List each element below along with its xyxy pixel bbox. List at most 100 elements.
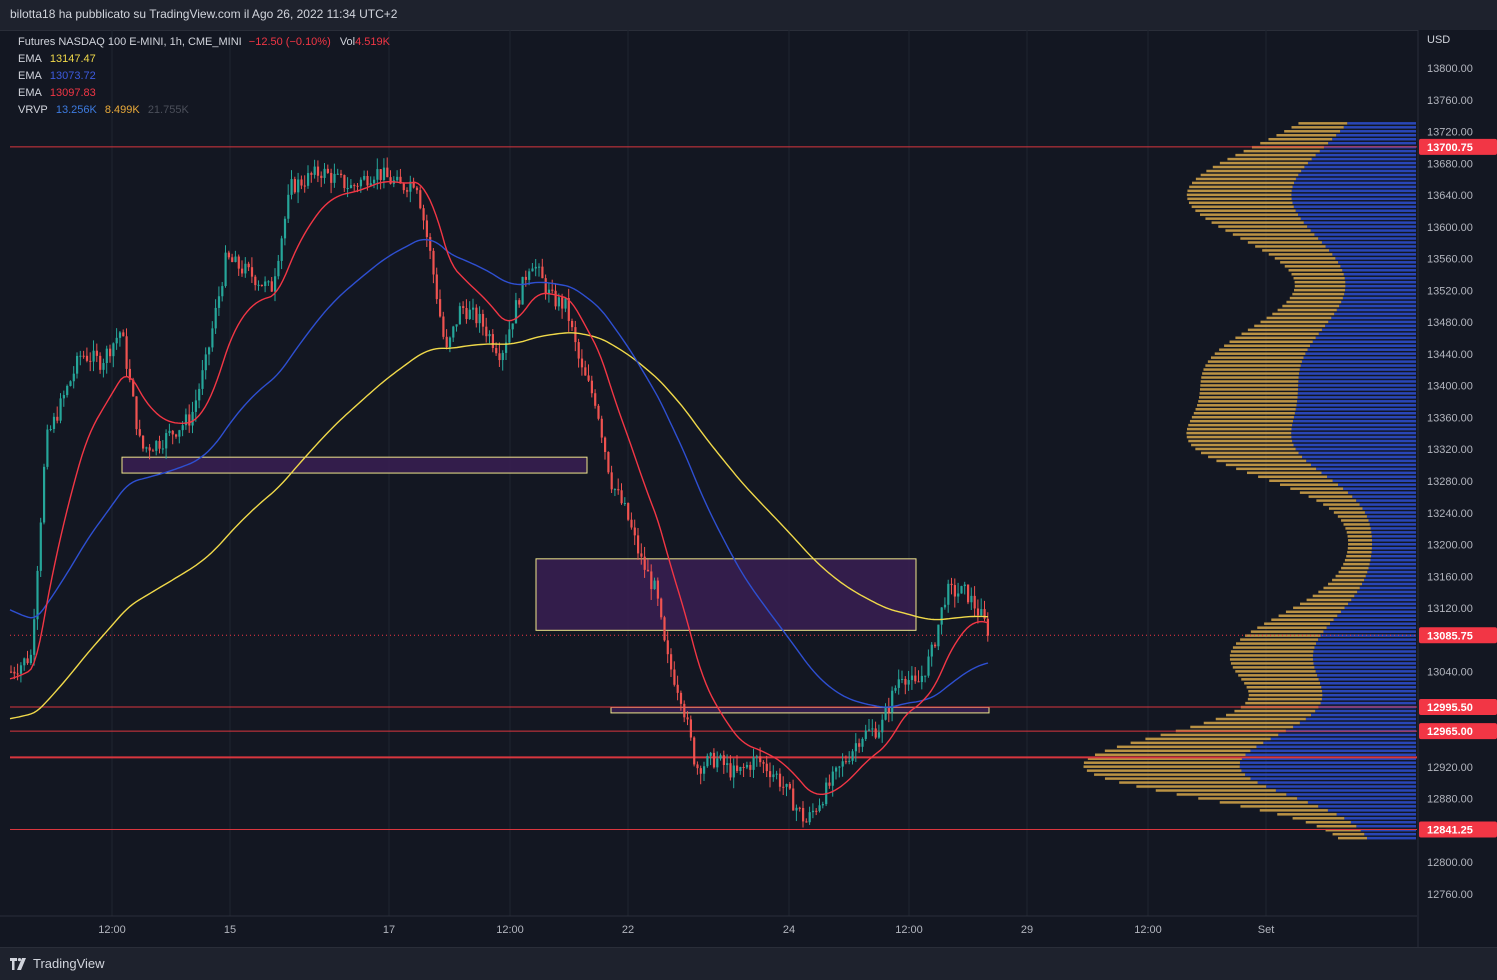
candle-body-down — [663, 617, 666, 641]
volume-profile-bar-up — [1343, 487, 1416, 490]
candle-body-down — [607, 452, 610, 473]
volume-profile-bar-up — [1314, 666, 1416, 669]
volume-profile-bar-down — [1218, 225, 1308, 228]
price-tick-label: 13240.00 — [1427, 508, 1473, 520]
candle-body-up — [168, 430, 171, 434]
candle-body-down — [412, 181, 415, 188]
time-tick-label: 17 — [383, 924, 395, 936]
volume-profile-bar-down — [1211, 221, 1304, 224]
volume-profile-bar-up — [1275, 789, 1416, 792]
candle-body-up — [280, 238, 283, 261]
candle-body-down — [617, 489, 620, 491]
volume-profile-bar-up — [1344, 276, 1416, 280]
vrvp-row[interactable]: VRVP 13.256K 8.499K 21.755K — [18, 102, 390, 119]
volume-profile-bar-down — [1312, 594, 1355, 598]
candle-body-up — [963, 584, 966, 587]
volume-profile-bar-up — [1291, 427, 1416, 431]
price-chart[interactable]: 13800.00 13760.00 13720.00 13680.00 13640.00… — [0, 30, 1497, 948]
candle-body-up — [36, 570, 39, 620]
volume-profile-bar-up — [1336, 813, 1416, 816]
vrvp-up-value: 13.256K — [55, 104, 97, 116]
volume-profile-bar-down — [1189, 185, 1293, 189]
volume-profile-bar-down — [1160, 733, 1279, 737]
volume-profile-bar-down — [1305, 821, 1351, 824]
candle-body-up — [472, 307, 475, 310]
volume-profile-bar-down — [1241, 678, 1319, 681]
volume-profile-bar-up — [1305, 352, 1416, 355]
volume-profile-bar-up — [1250, 777, 1416, 780]
volume-profile-bar-down — [1086, 769, 1242, 772]
candle-body-up — [346, 188, 349, 190]
candle-body-up — [716, 758, 719, 768]
candle-body-down — [604, 437, 607, 453]
candle-body-up — [881, 719, 884, 733]
volume-profile-bar-down — [1232, 233, 1315, 236]
volume-profile-bar-up — [1360, 828, 1416, 832]
candle-body-up — [208, 347, 211, 355]
price-tag-label: 12841.25 — [1427, 824, 1473, 836]
symbol-title[interactable]: Futures NASDAQ 100 E-MINI, 1h, CME_MINI — [18, 36, 242, 48]
candle-body-down — [544, 278, 547, 295]
ema2-row[interactable]: EMA 13073.72 — [18, 68, 390, 85]
time-tick-label: 12:00 — [895, 924, 923, 936]
tradingview-logo[interactable]: TradingView — [10, 956, 105, 971]
volume-profile-bar-up — [1371, 535, 1416, 538]
volume-profile-bar-up — [1307, 225, 1416, 228]
volume-profile-bar-up — [1298, 376, 1416, 379]
candle-body-down — [402, 183, 405, 191]
volume-profile-bar-up — [1371, 554, 1416, 558]
volume-profile-bar-down — [1197, 404, 1297, 407]
candle-body-down — [679, 692, 683, 704]
volume-profile-bar-down — [1243, 149, 1320, 153]
candle-body-up — [19, 665, 23, 674]
price-tick-label: 12920.00 — [1427, 762, 1473, 774]
volume-profile-bar-down — [1291, 273, 1344, 276]
candle-body-down — [722, 755, 725, 766]
candle-body-up — [505, 342, 508, 353]
footer-bar: TradingView — [0, 947, 1497, 980]
candle-body-up — [623, 503, 626, 505]
candle-body-down — [250, 267, 254, 277]
candle-body-down — [561, 297, 564, 309]
volume-profile-bar-up — [1356, 824, 1416, 828]
volume-profile-bar-up — [1344, 817, 1416, 820]
candle-body-up — [244, 263, 247, 274]
candle-body-down — [696, 764, 699, 769]
chart-pane[interactable]: 13800.00 13760.00 13720.00 13680.00 13640.00… — [0, 30, 1497, 948]
volume-profile-bar-down — [1198, 797, 1298, 800]
volume-profile-bar-down — [1338, 570, 1368, 574]
candle-body-up — [785, 784, 788, 787]
candle-body-down — [439, 299, 442, 317]
volume-profile-bar-up — [1293, 725, 1416, 729]
price-tick-label: 13560.00 — [1427, 254, 1473, 266]
volume-profile-bar-down — [1328, 582, 1363, 586]
volume-profile-bar-down — [1186, 435, 1292, 439]
ema3-row[interactable]: EMA 13097.83 — [18, 85, 390, 102]
time-tick-label: 12:00 — [1134, 924, 1162, 936]
volume-profile-bar-down — [1268, 137, 1333, 141]
volume-profile-bar-down — [1248, 689, 1323, 693]
symbol-row[interactable]: Futures NASDAQ 100 E-MINI, 1h, CME_MINI … — [18, 34, 390, 51]
volume-profile-bar-down — [1323, 503, 1360, 506]
candle-body-down — [950, 583, 953, 586]
candle-body-up — [336, 173, 339, 175]
candle-body-up — [924, 675, 927, 677]
volume-profile-bar-up — [1302, 455, 1416, 459]
price-tag-label: 12995.50 — [1427, 702, 1473, 714]
volume-profile-bar-down — [1235, 336, 1316, 340]
volume-profile-bar-up — [1344, 292, 1416, 296]
volume-profile-bar-down — [1284, 130, 1341, 133]
volume-profile-bar-down — [1094, 753, 1246, 757]
candle-body-down — [699, 768, 702, 774]
volume-profile-bar-down — [1347, 550, 1372, 554]
volume-profile-bar-up — [1326, 626, 1416, 629]
volume-profile-bar-down — [1277, 308, 1337, 312]
candle-body-down — [567, 298, 570, 321]
candle-body-down — [386, 167, 389, 178]
candle-body-up — [943, 604, 947, 608]
ema1-row[interactable]: EMA 13147.47 — [18, 51, 390, 68]
volume-profile-bar-down — [1232, 666, 1315, 669]
candle-body-up — [46, 429, 49, 467]
volume-profile-bar-down — [1191, 205, 1294, 208]
candle-body-down — [270, 281, 273, 292]
